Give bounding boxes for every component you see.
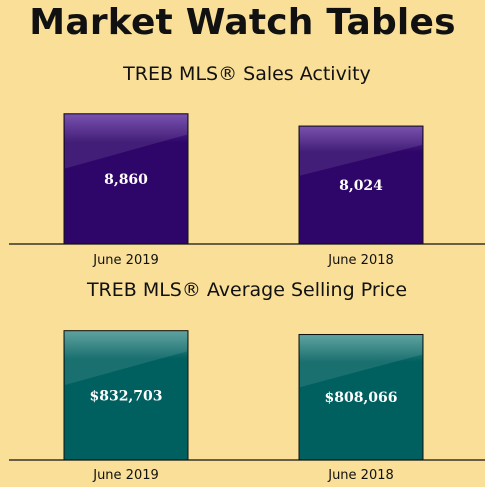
data-label: 8,860 [104,172,148,188]
average-price-chart: TREB MLS® Average Selling Price $832,703… [9,279,485,483]
sales-activity-chart: TREB MLS® Sales Activity 8,860 June 2019 8… [9,63,485,268]
bar-highlight [300,127,422,176]
bar [63,330,189,461]
bar [63,113,189,245]
bar-highlight [65,331,187,385]
data-label: $808,066 [324,390,397,406]
x-tick-label: June 2019 [92,253,159,268]
data-label: 8,024 [339,178,383,194]
x-tick-label: June 2018 [327,468,394,483]
chart-title: TREB MLS® Sales Activity [122,63,371,85]
x-tick-label: June 2018 [327,253,394,268]
bar [298,125,424,245]
page-title: Market Watch Tables [29,2,456,43]
bar-highlight [65,114,187,169]
x-tick-label: June 2019 [92,468,159,483]
bar [298,333,424,461]
chart-title: TREB MLS® Average Selling Price [86,279,407,301]
bar-highlight [300,335,422,388]
data-label: $832,703 [89,388,162,404]
